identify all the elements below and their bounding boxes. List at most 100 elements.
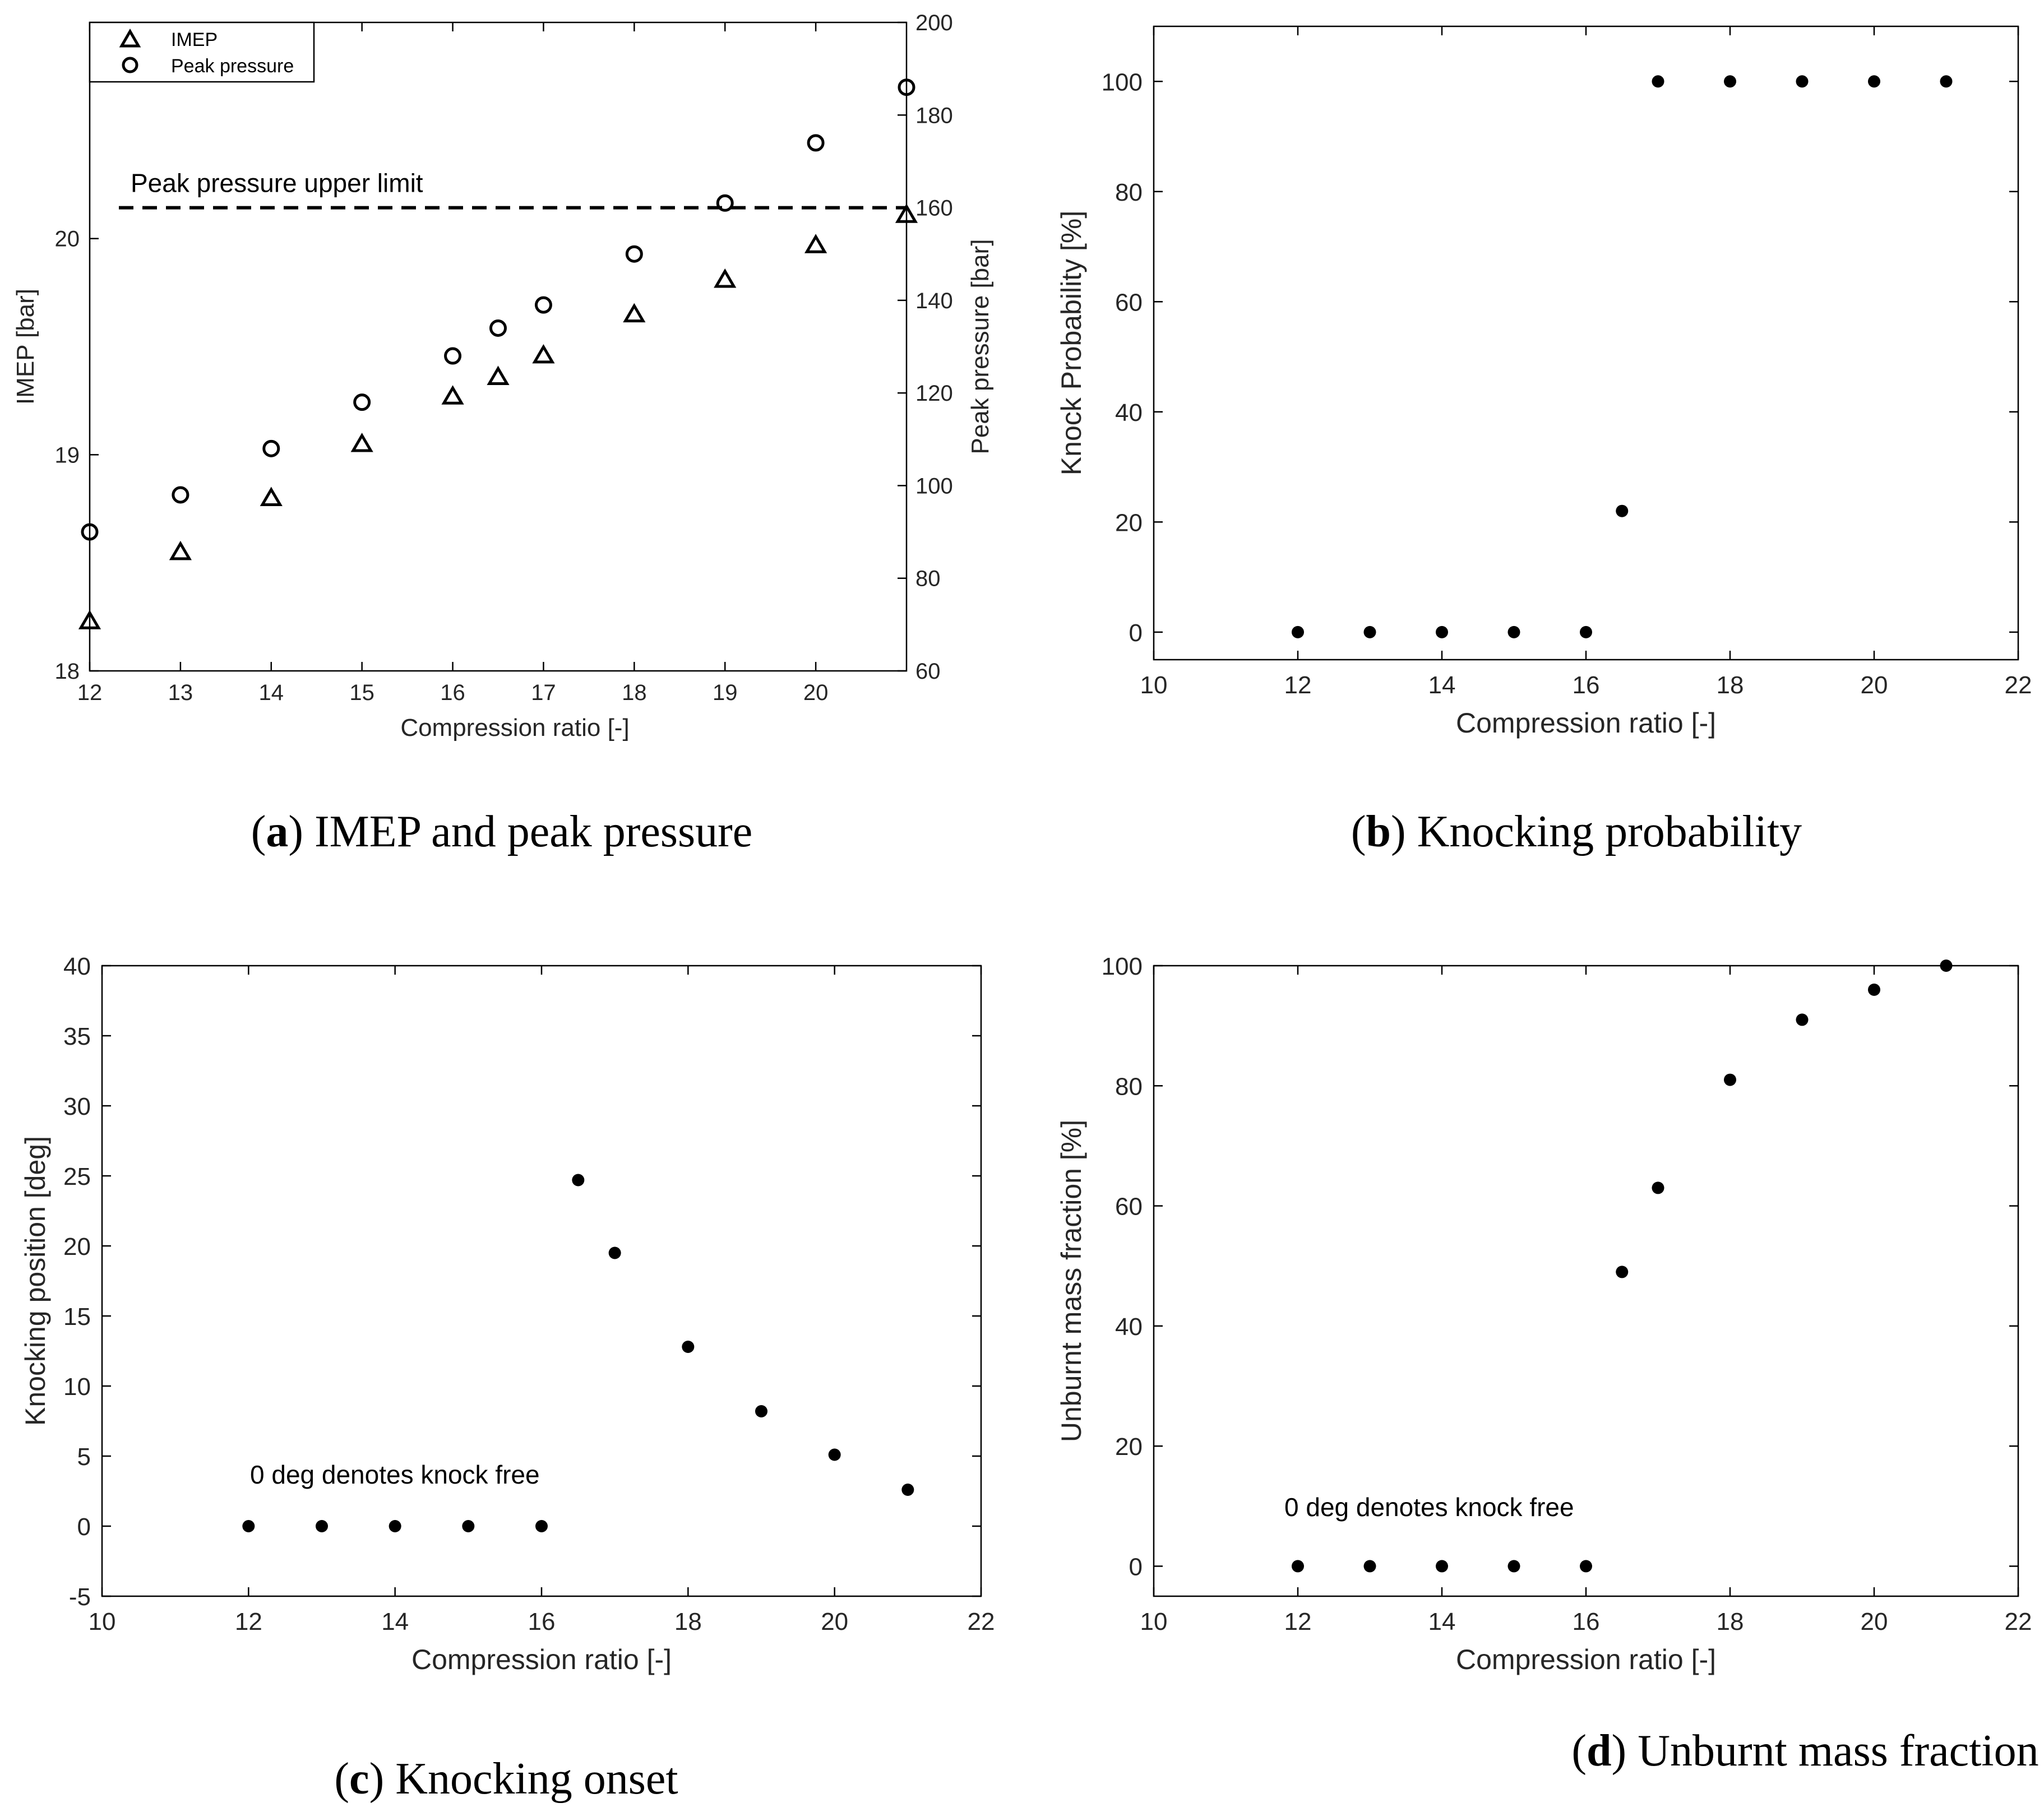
y-right-tick-label-a: 160 bbox=[915, 196, 953, 221]
data-point-c bbox=[901, 1484, 914, 1496]
caption-b-letter: b bbox=[1366, 807, 1391, 856]
data-point-b bbox=[1796, 75, 1809, 88]
x-tick-label-b: 20 bbox=[1861, 671, 1888, 699]
y-tick-label-c: -5 bbox=[69, 1583, 91, 1611]
imep-point bbox=[169, 540, 192, 560]
y-right-tick-label-a: 80 bbox=[915, 567, 941, 591]
imep-point bbox=[487, 365, 510, 385]
data-point-c bbox=[462, 1520, 475, 1532]
imep-point bbox=[532, 344, 555, 364]
x-tick-label-c: 22 bbox=[968, 1608, 995, 1635]
data-point-c bbox=[608, 1246, 621, 1259]
data-point-d bbox=[1868, 983, 1880, 996]
peak-pressure-limit-label: Peak pressure upper limit bbox=[131, 169, 423, 198]
caption-b: (b) Knocking probability bbox=[1351, 807, 1802, 856]
panel-a: 12 13 14 15 16 17 18 19 20 18 19 20 60 80 100 120 140 160… bbox=[12, 11, 994, 856]
plot-area-d bbox=[1153, 965, 2019, 1597]
data-point-c bbox=[572, 1174, 585, 1187]
imep-point bbox=[804, 234, 827, 253]
data-point-b bbox=[1940, 75, 1953, 88]
legend-a: IMEP Peak pressure bbox=[89, 21, 315, 83]
y-tick-label-c: 35 bbox=[63, 1023, 91, 1050]
y-tick-label-c: 25 bbox=[63, 1163, 91, 1190]
x-tick-label-c: 12 bbox=[235, 1608, 262, 1635]
x-tick-label-b: 16 bbox=[1573, 671, 1600, 699]
caption-b-text: ) Knocking probability bbox=[1391, 807, 1802, 856]
x-tick-label-d: 22 bbox=[2005, 1608, 2032, 1635]
caption-b-open: ( bbox=[1351, 807, 1366, 856]
y-tick-label-c: 10 bbox=[63, 1373, 91, 1401]
imep-point bbox=[441, 385, 464, 405]
peak-pressure-point bbox=[81, 523, 99, 541]
data-point-b bbox=[1363, 625, 1376, 638]
plot-area-a bbox=[89, 21, 908, 672]
y-tick-label-b: 60 bbox=[1115, 289, 1143, 316]
y-left-axis-title-a: IMEP [bar] bbox=[12, 289, 39, 405]
x-tick-label-c: 16 bbox=[528, 1608, 556, 1635]
data-point-c bbox=[828, 1448, 841, 1461]
data-point-b bbox=[1868, 75, 1880, 88]
x-tick-label-d: 20 bbox=[1861, 1608, 1888, 1635]
y-tick-label-b: 0 bbox=[1129, 619, 1143, 647]
caption-a-letter: a bbox=[266, 807, 288, 856]
caption-a: (a) IMEP and peak pressure bbox=[251, 807, 753, 856]
y-tick-label-b: 100 bbox=[1102, 68, 1143, 96]
x-tick-label-a: 14 bbox=[259, 680, 284, 705]
x-axis-title-a: Compression ratio [-] bbox=[400, 714, 629, 742]
data-point-d bbox=[1616, 1266, 1629, 1278]
x-tick-label-b: 12 bbox=[1284, 671, 1312, 699]
y-tick-label-d: 100 bbox=[1102, 953, 1143, 980]
data-point-d bbox=[1940, 960, 1953, 972]
plot-area-c bbox=[101, 965, 982, 1597]
data-point-b bbox=[1292, 625, 1304, 638]
imep-point bbox=[260, 486, 283, 506]
y-tick-label-c: 30 bbox=[63, 1093, 91, 1120]
x-tick-label-a: 19 bbox=[713, 680, 738, 705]
x-tick-label-c: 20 bbox=[821, 1608, 848, 1635]
y-tick-label-d: 40 bbox=[1115, 1313, 1143, 1341]
x-tick-label-a: 18 bbox=[622, 680, 647, 705]
y-tick-label-c: 40 bbox=[63, 953, 91, 980]
caption-c-open: ( bbox=[334, 1754, 349, 1804]
peak-pressure-point bbox=[625, 245, 643, 263]
x-tick-label-d: 10 bbox=[1140, 1608, 1168, 1635]
x-tick-label-a: 13 bbox=[168, 680, 193, 705]
data-point-b bbox=[1724, 75, 1736, 88]
x-tick-label-a: 16 bbox=[440, 680, 465, 705]
data-point-b bbox=[1507, 625, 1520, 638]
imep-point bbox=[714, 268, 737, 288]
x-tick-label-a: 15 bbox=[349, 680, 374, 705]
y-right-tick-label-a: 100 bbox=[915, 474, 953, 498]
peak-pressure-point bbox=[172, 486, 189, 504]
y-tick-label-d: 20 bbox=[1115, 1433, 1143, 1461]
x-tick-label-a: 17 bbox=[531, 680, 556, 705]
peak-pressure-point bbox=[444, 347, 462, 365]
data-point-c bbox=[316, 1520, 328, 1532]
data-point-b bbox=[1652, 75, 1664, 88]
y-right-axis-title-a: Peak pressure [bar] bbox=[966, 239, 994, 455]
annotation-c: 0 deg denotes knock free bbox=[250, 1460, 540, 1489]
peak-pressure-point bbox=[716, 194, 734, 212]
y-right-tick-label-a: 180 bbox=[915, 103, 953, 128]
data-point-c bbox=[682, 1341, 695, 1353]
data-point-d bbox=[1292, 1560, 1304, 1573]
x-axis-title-d: Compression ratio [-] bbox=[1456, 1644, 1716, 1675]
y-right-tick-label-a: 200 bbox=[915, 11, 953, 35]
y-tick-label-d: 80 bbox=[1115, 1073, 1143, 1100]
y-tick-label-c: 15 bbox=[63, 1303, 91, 1331]
caption-a-text: ) IMEP and peak pressure bbox=[288, 807, 752, 856]
caption-c-letter: c bbox=[349, 1754, 369, 1804]
x-tick-label-a: 12 bbox=[77, 680, 103, 705]
data-point-d bbox=[1436, 1560, 1448, 1573]
imep-point bbox=[350, 433, 373, 452]
y-left-tick-label-a: 20 bbox=[55, 227, 80, 252]
legend-peak-pressure-label: Peak pressure bbox=[171, 55, 294, 77]
data-point-d bbox=[1580, 1560, 1592, 1573]
caption-d-open: ( bbox=[1571, 1726, 1587, 1776]
peak-pressure-point bbox=[262, 439, 280, 457]
caption-d: (d) Unburnt mass fraction bbox=[1571, 1726, 2038, 1776]
peak-pressure-point bbox=[489, 319, 507, 337]
plot-area-b bbox=[1153, 25, 2019, 661]
y-axis-title-d: Unburnt mass fraction [%] bbox=[1056, 1120, 1087, 1442]
